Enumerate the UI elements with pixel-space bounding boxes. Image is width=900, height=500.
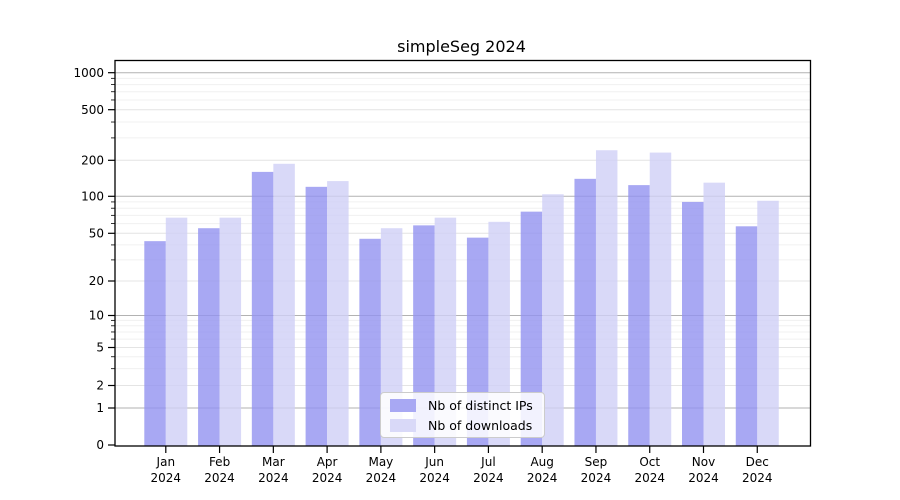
x-tick-label-sep-year: 2024 xyxy=(581,471,612,485)
y-tick-label-20: 20 xyxy=(89,274,104,288)
x-tick-label-may: May xyxy=(368,455,393,469)
legend-swatch-downloads xyxy=(390,418,416,432)
bar-dec-distinct-ips xyxy=(735,226,758,446)
y-tick-label-0: 0 xyxy=(96,438,104,452)
bar-apr-downloads xyxy=(327,181,349,446)
bar-may-downloads xyxy=(380,228,403,446)
x-tick-label-nov: Nov xyxy=(692,455,715,469)
plot-frame xyxy=(114,59,812,447)
y-tick-label-10: 10 xyxy=(89,309,104,323)
x-tick-label-oct-year: 2024 xyxy=(634,471,665,485)
y-tick-label-500: 500 xyxy=(81,103,104,117)
x-tick-label-sep: Sep xyxy=(585,455,608,469)
legend-row-distinct-ips: Nb of distinct IPs xyxy=(390,398,544,413)
bar-sep-downloads xyxy=(595,150,618,446)
x-tick-label-jul: Jul xyxy=(480,455,495,469)
y-tick-label-50: 50 xyxy=(89,227,104,241)
x-tick-label-dec: Dec xyxy=(746,455,769,469)
bar-mar-distinct-ips xyxy=(251,171,274,446)
x-tick-label-jan: Jan xyxy=(156,455,176,469)
bar-aug-distinct-ips xyxy=(520,211,543,446)
x-tick-label-may-year: 2024 xyxy=(366,471,397,485)
bar-jun-downloads xyxy=(434,217,457,446)
x-tick-label-jan-year: 2024 xyxy=(151,471,182,485)
x-tick-label-feb-year: 2024 xyxy=(204,471,235,485)
bar-jun-distinct-ips xyxy=(413,225,435,446)
bar-may-distinct-ips xyxy=(359,238,381,446)
bar-jan-distinct-ips xyxy=(144,241,166,446)
bar-nov-distinct-ips xyxy=(682,201,704,446)
y-tick-label-5: 5 xyxy=(96,341,104,355)
x-tick-label-apr: Apr xyxy=(317,455,338,469)
legend-row-downloads: Nb of downloads xyxy=(390,418,544,433)
bar-feb-distinct-ips xyxy=(198,228,220,446)
bar-feb-downloads xyxy=(219,217,242,446)
x-tick-label-feb: Feb xyxy=(209,455,230,469)
y-tick-label-2: 2 xyxy=(96,379,104,393)
legend-label-distinct-ips: Nb of distinct IPs xyxy=(428,397,533,413)
x-tick-label-mar-year: 2024 xyxy=(258,471,289,485)
legend-label-downloads: Nb of downloads xyxy=(428,417,533,433)
bar-aug-downloads xyxy=(542,194,564,446)
x-tick-label-oct: Oct xyxy=(639,455,660,469)
x-tick-label-nov-year: 2024 xyxy=(688,471,719,485)
y-tick-label-1000: 1000 xyxy=(73,66,104,80)
x-tick-label-aug-year: 2024 xyxy=(527,471,558,485)
x-tick-label-jun-year: 2024 xyxy=(419,471,450,485)
legend-swatch-distinct-ips xyxy=(390,398,416,412)
bar-dec-downloads xyxy=(757,200,779,446)
bar-jan-downloads xyxy=(165,217,188,446)
x-tick-label-aug: Aug xyxy=(530,455,553,469)
x-tick-label-jun: Jun xyxy=(424,455,444,469)
x-tick-label-jul-year: 2024 xyxy=(473,471,504,485)
y-tick-label-1: 1 xyxy=(96,401,104,415)
x-tick-label-apr-year: 2024 xyxy=(312,471,343,485)
bar-nov-downloads xyxy=(703,182,725,446)
chart-title: simpleSeg 2024 xyxy=(397,37,526,56)
bar-apr-distinct-ips xyxy=(305,186,328,447)
bar-oct-distinct-ips xyxy=(628,185,650,447)
x-tick-label-dec-year: 2024 xyxy=(742,471,773,485)
y-tick-label-100: 100 xyxy=(81,190,104,204)
bar-oct-downloads xyxy=(649,152,672,446)
bar-jul-downloads xyxy=(488,221,510,446)
x-tick-label-mar: Mar xyxy=(262,455,285,469)
legend: Nb of distinct IPs Nb of downloads xyxy=(380,392,545,438)
bar-mar-downloads xyxy=(273,163,295,446)
bar-sep-distinct-ips xyxy=(574,178,596,446)
y-tick-label-200: 200 xyxy=(81,154,104,168)
